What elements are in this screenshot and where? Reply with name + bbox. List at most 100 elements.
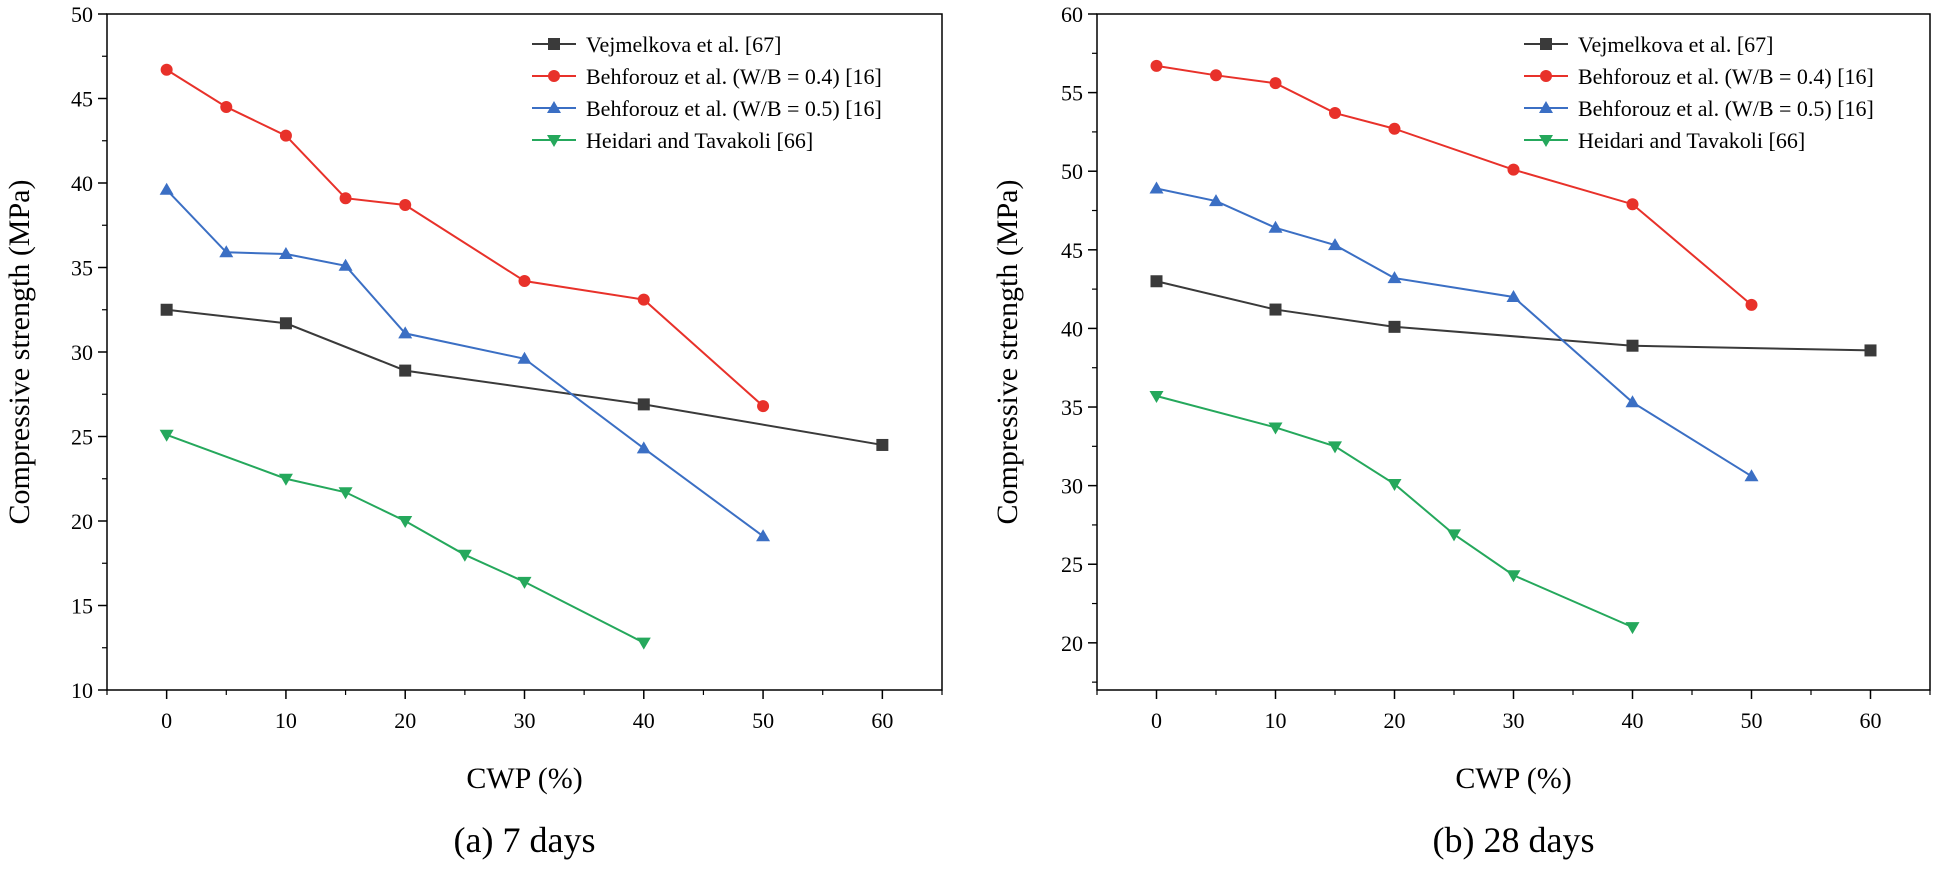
- data-point: [159, 429, 174, 442]
- series-line: [165, 189, 764, 538]
- series-line: [1156, 64, 1753, 306]
- legend-label: Behforouz et al. (W/B = 0.4) [16]: [1578, 64, 1874, 89]
- series-line: [166, 308, 883, 446]
- x-tick-label: 0: [1151, 708, 1162, 733]
- data-point: [338, 487, 353, 500]
- series-2: [159, 182, 771, 542]
- x-tick-label: 20: [1384, 708, 1406, 733]
- chart-panel-7-days: 0 10 20 30 40 50 60 10 15 20 25 30 35 40 45 50 CWP (%) Co…: [3, 2, 943, 860]
- x-tick-label: 0: [161, 708, 172, 733]
- chart-panel-28-days: 0 10 20 30 40 50 60 20 25 30 35 40 45 50 55 60 CWP (%) Co…: [991, 2, 1931, 860]
- x-tick-label: 10: [1265, 708, 1287, 733]
- data-point: [278, 246, 293, 259]
- legend-marker: [548, 38, 560, 50]
- y-tick-label: 20: [1061, 631, 1083, 656]
- data-point: [1387, 271, 1402, 284]
- data-point: [1388, 320, 1401, 333]
- data-point: [756, 529, 771, 542]
- data-point: [279, 317, 292, 330]
- chart-caption: (a) 7 days: [454, 820, 596, 860]
- x-tick-label: 40: [633, 708, 655, 733]
- x-tick-label: 10: [275, 708, 297, 733]
- series-line: [1156, 395, 1633, 629]
- data-point: [757, 400, 770, 413]
- legend-marker: [548, 70, 560, 82]
- data-point: [399, 198, 412, 211]
- data-point: [160, 63, 173, 76]
- legend-marker: [1539, 135, 1553, 147]
- series-3: [159, 429, 651, 650]
- series-0: [1150, 275, 1877, 357]
- data-point: [399, 364, 412, 377]
- x-tick-label: 20: [394, 708, 416, 733]
- x-axis-label: CWP (%): [1455, 762, 1571, 795]
- y-tick-label: 45: [1061, 238, 1083, 263]
- data-point: [1626, 339, 1639, 352]
- x-tick-label: 30: [514, 708, 536, 733]
- data-point: [338, 258, 353, 271]
- legend-label: Heidari and Tavakoli [66]: [586, 128, 813, 153]
- data-point: [517, 576, 532, 589]
- y-tick-label: 45: [71, 87, 93, 112]
- x-tick-label: 50: [1741, 708, 1763, 733]
- data-point: [279, 129, 292, 142]
- series-line: [166, 433, 645, 644]
- data-point: [398, 516, 413, 528]
- series-3: [1149, 391, 1640, 635]
- data-point: [1268, 422, 1283, 435]
- y-tick-label: 30: [1061, 474, 1083, 499]
- data-point: [636, 637, 651, 650]
- legend-label: Behforouz et al. (W/B = 0.5) [16]: [1578, 96, 1874, 121]
- y-tick-label: 20: [71, 509, 93, 534]
- y-tick-label: 60: [1061, 2, 1083, 27]
- y-tick-label: 35: [71, 256, 93, 281]
- legend-marker: [1540, 38, 1552, 50]
- series-line: [1156, 187, 1753, 478]
- data-point: [517, 351, 532, 364]
- data-point: [1447, 529, 1461, 542]
- series-line: [166, 68, 764, 407]
- legend-label: Vejmelkova et al. [67]: [586, 32, 782, 57]
- y-axis-label: Compressive strength (MPa): [991, 180, 1024, 525]
- data-point: [1864, 344, 1877, 357]
- data-point: [1268, 220, 1283, 233]
- data-point: [1625, 395, 1640, 408]
- data-point: [1209, 194, 1223, 207]
- y-tick-label: 30: [71, 340, 93, 365]
- data-point: [876, 438, 889, 451]
- legend-label: Heidari and Tavakoli [66]: [1578, 128, 1805, 153]
- x-tick-label: 30: [1503, 708, 1525, 733]
- y-tick-label: 40: [1061, 316, 1083, 341]
- data-point: [1269, 303, 1282, 316]
- data-point: [1506, 289, 1521, 302]
- data-point: [1625, 622, 1640, 635]
- x-tick-label: 60: [1860, 708, 1882, 733]
- data-point: [1149, 391, 1164, 404]
- y-tick-label: 50: [71, 2, 93, 27]
- data-point: [1745, 298, 1758, 311]
- data-point: [1149, 181, 1164, 194]
- data-point: [637, 398, 650, 411]
- data-point: [159, 182, 174, 195]
- y-tick-label: 10: [71, 678, 93, 703]
- data-point: [220, 100, 233, 113]
- data-point: [1150, 275, 1163, 288]
- series-1: [1150, 59, 1758, 311]
- legend-marker: [547, 101, 561, 113]
- legend-marker: [547, 135, 561, 147]
- y-axis-label: Compressive strength (MPa): [3, 180, 36, 525]
- legend-label: Behforouz et al. (W/B = 0.4) [16]: [586, 64, 882, 89]
- data-point: [1626, 198, 1639, 211]
- data-point: [1388, 122, 1401, 135]
- data-point: [1506, 570, 1521, 583]
- data-point: [1210, 69, 1222, 82]
- data-point: [398, 326, 413, 339]
- y-tick-label: 50: [1061, 159, 1083, 184]
- x-tick-label: 60: [871, 708, 893, 733]
- x-tick-label: 40: [1622, 708, 1644, 733]
- data-point: [637, 293, 650, 306]
- data-point: [219, 245, 234, 258]
- legend-marker: [1539, 101, 1553, 113]
- x-tick-label: 50: [752, 708, 774, 733]
